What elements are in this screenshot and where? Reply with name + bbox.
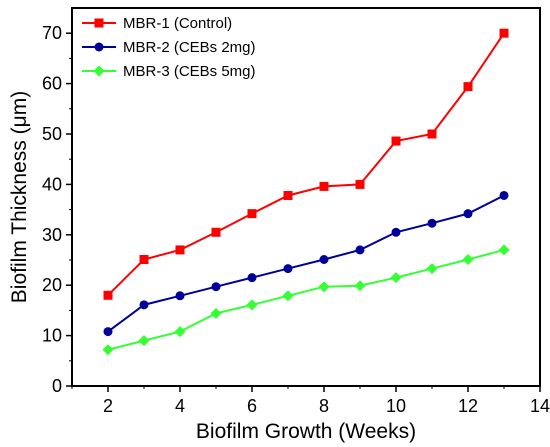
- data-point: [463, 209, 473, 219]
- data-point: [211, 282, 221, 292]
- y-tick-label: 30: [42, 225, 62, 245]
- x-tick-label: 2: [103, 396, 113, 416]
- data-point: [354, 280, 366, 292]
- y-tick-label: 0: [52, 376, 62, 396]
- legend-label: MBR-1 (Control): [123, 15, 232, 32]
- legend-swatch-marker: [94, 18, 104, 28]
- series-3: [102, 244, 510, 356]
- data-point: [355, 245, 365, 255]
- data-point: [175, 245, 185, 255]
- y-tick-label: 60: [42, 74, 62, 94]
- y-tick-label: 10: [42, 326, 62, 346]
- x-tick-label: 14: [530, 396, 550, 416]
- legend-item: MBR-3 (CEBs 5mg): [82, 63, 256, 80]
- series-1: [103, 28, 509, 300]
- data-point: [139, 254, 149, 264]
- data-point: [463, 82, 473, 92]
- data-point: [211, 227, 221, 237]
- data-point: [319, 181, 329, 191]
- legend-swatch-marker: [94, 42, 104, 52]
- data-point: [102, 344, 114, 356]
- legend-item: MBR-1 (Control): [82, 15, 232, 32]
- data-point: [318, 281, 330, 293]
- data-point: [246, 299, 258, 311]
- data-point: [138, 335, 150, 347]
- y-axis-title: Biofilm Thickness (μm): [8, 91, 31, 303]
- data-point: [139, 300, 149, 310]
- legend: MBR-1 (Control) MBR-2 (CEBs 2mg) MBR-3 (CE…: [82, 15, 256, 80]
- legend-label: MBR-3 (CEBs 5mg): [123, 63, 256, 80]
- y-tick-label: 50: [42, 124, 62, 144]
- data-point: [390, 272, 402, 284]
- data-point: [462, 253, 474, 265]
- data-point: [283, 190, 293, 200]
- data-point: [247, 209, 257, 219]
- data-point: [498, 244, 510, 256]
- data-point: [247, 273, 257, 283]
- x-tick-label: 10: [386, 396, 406, 416]
- data-point: [499, 190, 509, 200]
- series-line: [107, 194, 505, 333]
- y-tick-label: 20: [42, 275, 62, 295]
- x-tick-label: 12: [458, 396, 478, 416]
- data-point: [355, 179, 365, 189]
- x-tick-label: 8: [319, 396, 329, 416]
- plot-frame: [71, 7, 541, 387]
- data-point: [210, 307, 222, 319]
- series-line: [107, 248, 505, 351]
- data-point: [174, 326, 186, 338]
- ticks-layer: 2 4 6 8 10 12 14 0 10 20 30 40 50 60 70: [42, 23, 550, 416]
- y-tick-label: 40: [42, 174, 62, 194]
- data-point: [319, 254, 329, 264]
- data-point: [391, 227, 401, 237]
- x-axis-title: Biofilm Growth (Weeks): [196, 420, 416, 443]
- data-point: [426, 263, 438, 275]
- data-point: [283, 264, 293, 274]
- data-point: [175, 291, 185, 301]
- y-tick-label: 70: [42, 23, 62, 43]
- legend-item: MBR-2 (CEBs 2mg): [82, 39, 256, 56]
- data-point: [103, 290, 113, 300]
- series-2: [103, 190, 509, 337]
- data-point: [499, 28, 509, 38]
- legend-swatch-marker: [93, 65, 105, 77]
- x-tick-label: 4: [175, 396, 185, 416]
- legend-label: MBR-2 (CEBs 2mg): [123, 39, 256, 56]
- series-line: [107, 32, 505, 296]
- data-point: [391, 136, 401, 146]
- data-point: [427, 218, 437, 228]
- data-point: [427, 129, 437, 139]
- data-point: [282, 290, 294, 302]
- data-point: [103, 327, 113, 337]
- series-layer: [102, 28, 510, 356]
- x-tick-label: 6: [247, 396, 257, 416]
